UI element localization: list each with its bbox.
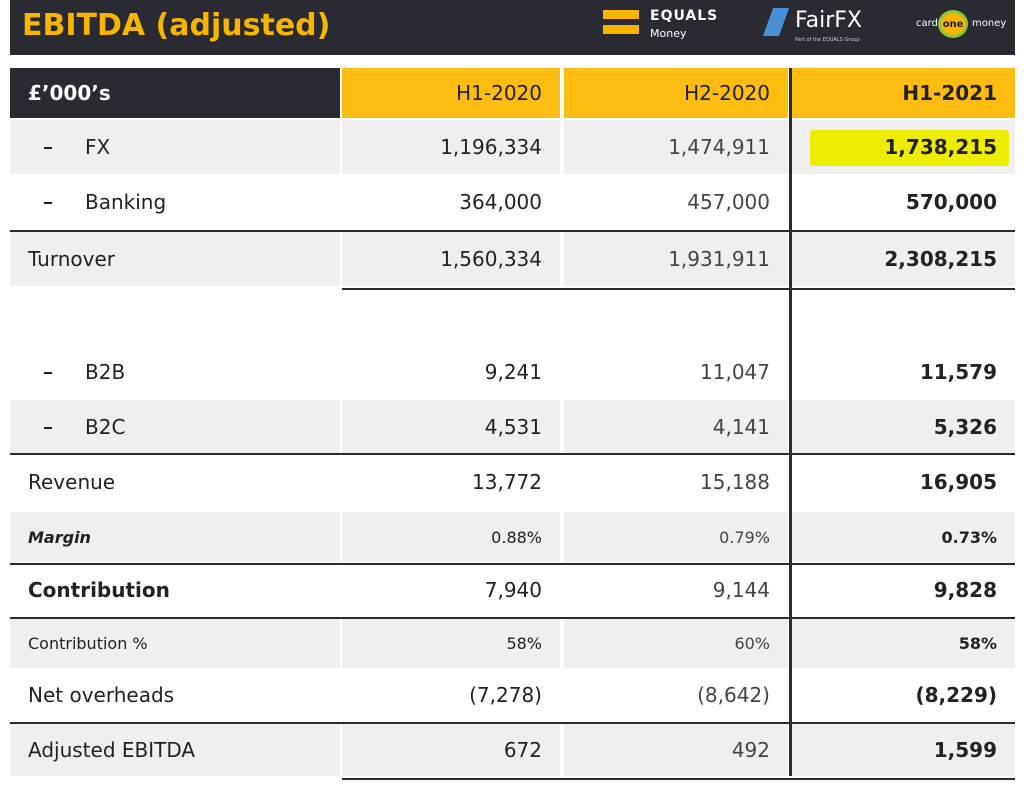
dash-mark bbox=[44, 147, 52, 149]
row-label: Banking bbox=[85, 190, 167, 214]
header-bar bbox=[10, 0, 1015, 55]
cell-value: 58% bbox=[958, 633, 997, 653]
row-label: Adjusted EBITDA bbox=[28, 738, 196, 762]
cell-value: 570,000 bbox=[905, 190, 997, 214]
cell-value: 13,772 bbox=[472, 470, 542, 494]
row-bg bbox=[792, 232, 1015, 286]
row-bg bbox=[564, 232, 788, 286]
cell-value: 15,188 bbox=[700, 470, 770, 494]
rule bbox=[10, 563, 1015, 565]
rule bbox=[342, 778, 1015, 780]
highlight bbox=[810, 130, 1009, 166]
header-cell: £’000’s bbox=[10, 68, 340, 118]
header-cell: H1-2020 bbox=[342, 68, 560, 118]
title: EBITDA (adjusted) bbox=[22, 8, 331, 43]
equals-icon bbox=[603, 10, 639, 19]
cell-value: 1,196,334 bbox=[440, 135, 542, 159]
row-bg bbox=[792, 618, 1015, 668]
row-bg bbox=[10, 232, 340, 286]
cell-value: 1,931,911 bbox=[668, 247, 770, 271]
row-bg bbox=[564, 400, 788, 453]
logo-text: FairFX bbox=[795, 8, 862, 33]
cell-value: 2,308,215 bbox=[884, 247, 997, 271]
column-divider bbox=[789, 68, 792, 776]
row-label: Net overheads bbox=[28, 683, 175, 707]
row-bg bbox=[342, 512, 560, 562]
cell-value: 9,241 bbox=[484, 360, 542, 384]
cell-value: 9,144 bbox=[712, 578, 770, 602]
rule bbox=[10, 617, 1015, 619]
cell-value: 4,141 bbox=[712, 414, 770, 439]
row-bg bbox=[342, 400, 560, 453]
rule bbox=[342, 288, 1015, 290]
row-bg bbox=[342, 120, 560, 174]
logo-text: Part of the EQUALS Group bbox=[795, 37, 860, 43]
row-bg bbox=[564, 512, 788, 562]
cell-value: (8,229) bbox=[915, 683, 997, 707]
rule bbox=[10, 453, 1015, 455]
header-cell: H2-2020 bbox=[564, 68, 788, 118]
logo-text: money bbox=[972, 18, 1007, 29]
row-label: Revenue bbox=[28, 470, 116, 494]
cell-value: 1,474,911 bbox=[668, 135, 770, 159]
row-bg bbox=[342, 232, 560, 286]
cell-value: 4,531 bbox=[484, 414, 542, 439]
cell-value: 58% bbox=[506, 633, 542, 653]
cell-value: 0.79% bbox=[719, 527, 770, 547]
row-bg bbox=[10, 618, 340, 668]
row-label: Contribution bbox=[28, 578, 170, 602]
row-bg bbox=[564, 120, 788, 174]
row-bg bbox=[792, 400, 1015, 453]
cell-value: 0.73% bbox=[941, 527, 997, 547]
dash-mark bbox=[44, 372, 52, 374]
dash-mark bbox=[44, 426, 52, 429]
rule bbox=[10, 722, 1015, 724]
row-bg bbox=[792, 512, 1015, 562]
row-label: Margin bbox=[28, 527, 91, 547]
row-label: B2B bbox=[85, 360, 126, 384]
row-bg bbox=[792, 724, 1015, 776]
cell-value: 1,738,215 bbox=[884, 135, 997, 159]
rule bbox=[10, 230, 1015, 232]
row-bg bbox=[564, 618, 788, 668]
row-bg bbox=[10, 400, 340, 453]
equals-icon bbox=[603, 25, 639, 34]
cell-value: 60% bbox=[734, 633, 770, 653]
cell-value: 16,905 bbox=[919, 470, 997, 494]
logo-text: EQUALS bbox=[650, 8, 719, 24]
logo-text: Money bbox=[650, 27, 687, 40]
row-label: FX bbox=[85, 135, 111, 159]
cell-value: 1,599 bbox=[933, 738, 997, 762]
cell-value: 7,940 bbox=[484, 578, 542, 602]
cell-value: 11,047 bbox=[700, 360, 770, 384]
row-bg bbox=[10, 512, 340, 562]
row-label: Turnover bbox=[28, 247, 116, 271]
cell-value: 1,560,334 bbox=[440, 247, 542, 271]
cell-value: 11,579 bbox=[919, 360, 997, 384]
dash-mark bbox=[44, 202, 52, 204]
row-bg bbox=[564, 724, 788, 776]
cell-value: 0.88% bbox=[491, 527, 542, 547]
cell-value: (8,642) bbox=[697, 683, 770, 707]
row-bg bbox=[10, 120, 340, 174]
row-bg bbox=[10, 724, 340, 776]
row-bg bbox=[342, 724, 560, 776]
logo-text: one bbox=[938, 10, 968, 38]
logo-text: card bbox=[916, 18, 938, 29]
cell-value: 457,000 bbox=[687, 190, 770, 214]
cell-value: 672 bbox=[503, 738, 542, 762]
cell-value: 9,828 bbox=[933, 578, 997, 602]
cell-value: (7,278) bbox=[469, 683, 542, 707]
row-label: Contribution % bbox=[28, 633, 148, 653]
row-label: B2C bbox=[85, 414, 126, 439]
cell-value: 5,326 bbox=[933, 414, 997, 439]
header-cell: H1-2021 bbox=[792, 68, 1015, 118]
cell-value: 492 bbox=[731, 738, 770, 762]
cell-value: 364,000 bbox=[459, 190, 542, 214]
row-bg bbox=[342, 618, 560, 668]
